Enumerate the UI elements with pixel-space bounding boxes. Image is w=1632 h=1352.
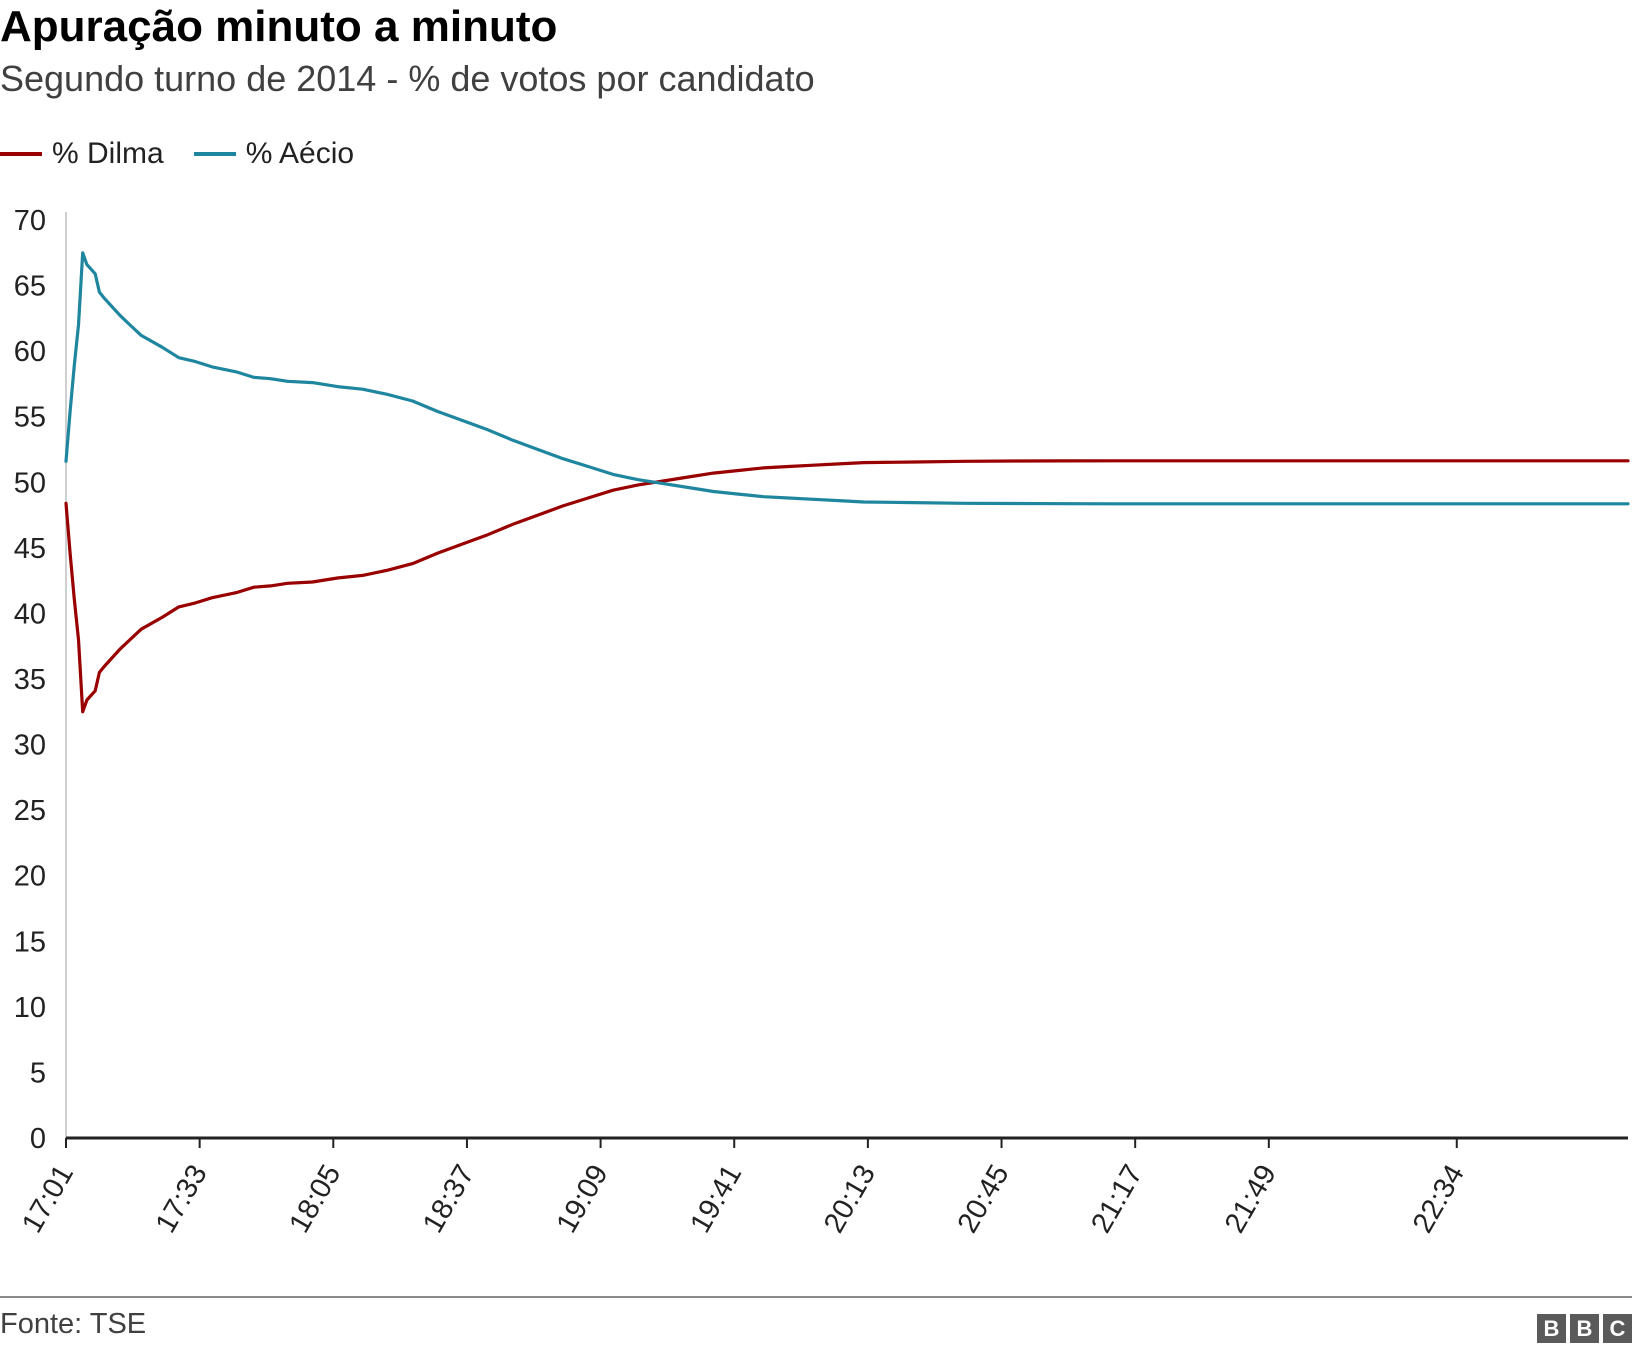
legend-item-dilma: % Dilma	[0, 137, 164, 171]
y-tick-label: 50	[14, 467, 46, 499]
line-chart: 0 5 10 15 20 25 30 35 40 45 50 55 60 65 70 17:01 17:33 18…	[14, 205, 1630, 1239]
legend: % Dilma % Aécio	[0, 134, 384, 174]
x-tick-label: 19:09	[551, 1160, 615, 1239]
x-tick-label: 19:41	[684, 1160, 748, 1239]
y-tick-label: 25	[14, 795, 46, 827]
y-tick-label: 10	[14, 992, 46, 1024]
logo-letter: B	[1537, 1314, 1566, 1343]
y-tick-label: 35	[14, 664, 46, 696]
chart-subtitle: Segundo turno de 2014 - % de votos por c…	[0, 58, 815, 99]
x-tick-label: 21:17	[1085, 1160, 1149, 1239]
y-tick-label: 70	[14, 205, 46, 237]
legend-label-aecio: % Aécio	[245, 137, 355, 170]
y-tick-label: 65	[14, 271, 46, 303]
x-tick-label: 22:34	[1407, 1160, 1471, 1239]
y-tick-label: 30	[14, 730, 46, 762]
y-tick-label: 15	[14, 926, 46, 958]
source-note: Fonte: TSE	[0, 1308, 147, 1340]
x-tick-label: 17:33	[150, 1160, 214, 1239]
legend-item-aecio: % Aécio	[193, 137, 355, 171]
logo-letter: C	[1603, 1314, 1632, 1343]
x-tick-label: 17:01	[16, 1160, 80, 1239]
footer-divider	[0, 1296, 1632, 1298]
y-tick-label: 55	[14, 402, 46, 434]
series-line-aecio	[64, 251, 1630, 506]
y-tick-label: 20	[14, 861, 46, 893]
y-tick-label: 60	[14, 336, 46, 368]
legend-label-dilma: % Dilma	[52, 137, 164, 170]
y-tick-label: 5	[30, 1057, 46, 1089]
x-tick-label: 18:37	[417, 1160, 481, 1239]
bbc-logo: B B C	[1537, 1314, 1632, 1343]
x-tick-label: 21:49	[1219, 1160, 1283, 1239]
y-tick-label: 40	[14, 598, 46, 630]
x-tick-label: 20:13	[818, 1160, 882, 1239]
chart-title: Apuração minuto a minuto	[0, 2, 558, 51]
legend-swatch-aecio	[193, 152, 236, 156]
x-tick-label: 20:45	[952, 1160, 1016, 1239]
series-line-dilma	[64, 459, 1630, 714]
y-tick-label: 0	[30, 1123, 46, 1155]
legend-swatch-dilma	[0, 152, 42, 156]
y-tick-label: 45	[14, 533, 46, 565]
x-tick-label: 18:05	[283, 1160, 347, 1239]
logo-letter: B	[1570, 1314, 1599, 1343]
